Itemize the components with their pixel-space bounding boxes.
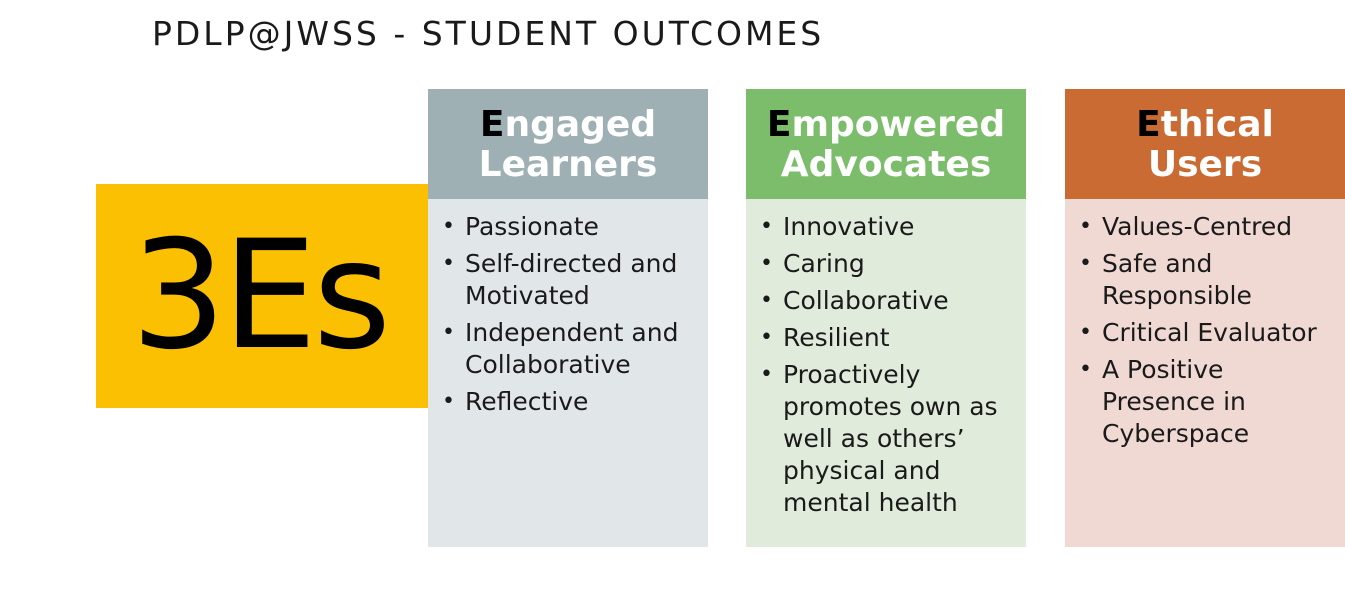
- engaged-learners-column: Engaged Learners Passionate Self-directe…: [428, 89, 708, 547]
- list-item: Resilient: [760, 322, 1016, 354]
- outcome-list: Passionate Self-directed and Motivated I…: [442, 211, 698, 418]
- list-item: Independent and Collaborative: [442, 317, 698, 381]
- list-item: Collaborative: [760, 285, 1016, 317]
- list-item: Caring: [760, 248, 1016, 280]
- column-header: Ethical Users: [1065, 89, 1345, 199]
- list-item: Values-Centred: [1079, 211, 1335, 243]
- list-item: Reflective: [442, 386, 698, 418]
- header-word-2: Learners: [478, 144, 658, 185]
- column-body: Values-Centred Safe and Responsible Crit…: [1065, 199, 1345, 547]
- list-item: Critical Evaluator: [1079, 317, 1335, 349]
- page-title: PDLP@JWSS - STUDENT OUTCOMES: [152, 14, 825, 53]
- header-initial: E: [766, 104, 792, 145]
- column-header: Engaged Learners: [428, 89, 708, 199]
- three-es-badge: 3Es: [96, 184, 428, 408]
- list-item: Innovative: [760, 211, 1016, 243]
- column-body: Innovative Caring Collaborative Resilien…: [746, 199, 1026, 547]
- ethical-users-column: Ethical Users Values-Centred Safe and Re…: [1065, 89, 1345, 547]
- outcome-list: Innovative Caring Collaborative Resilien…: [760, 211, 1016, 519]
- header-word-2: Advocates: [780, 144, 992, 185]
- header-word-1: thical: [1160, 104, 1274, 145]
- column-header: Empowered Advocates: [746, 89, 1026, 199]
- list-item: Proactively promotes own as well as othe…: [760, 359, 1016, 519]
- list-item: Safe and Responsible: [1079, 248, 1335, 312]
- outcome-list: Values-Centred Safe and Responsible Crit…: [1079, 211, 1335, 450]
- list-item: Self-directed and Motivated: [442, 248, 698, 312]
- three-es-label: 3Es: [130, 209, 391, 383]
- header-word-1: mpowered: [791, 104, 1006, 145]
- list-item: Passionate: [442, 211, 698, 243]
- empowered-advocates-column: Empowered Advocates Innovative Caring Co…: [746, 89, 1026, 547]
- header-initial: E: [479, 104, 505, 145]
- list-item: A Positive Presence in Cyberspace: [1079, 354, 1335, 450]
- header-word-1: ngaged: [504, 104, 657, 145]
- header-word-2: Users: [1147, 144, 1263, 185]
- header-initial: E: [1136, 104, 1161, 145]
- column-body: Passionate Self-directed and Motivated I…: [428, 199, 708, 547]
